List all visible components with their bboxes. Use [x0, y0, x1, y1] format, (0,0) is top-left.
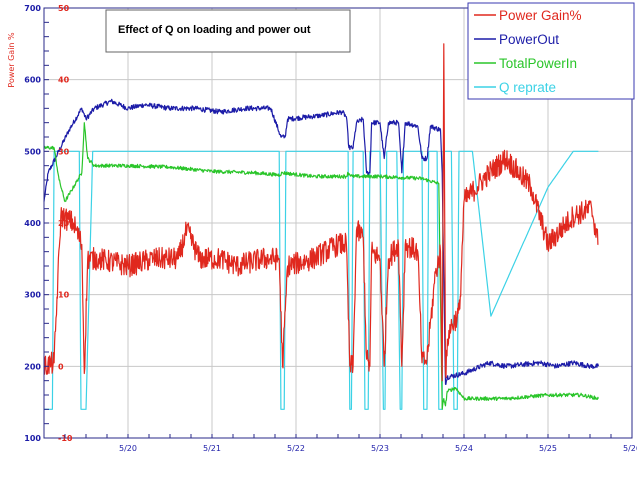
y-right-tick-label: -10 — [58, 434, 73, 443]
axes: 100 200 300 400 500 600 700 -10 0 10 20 30 40 50 5/20 5… — [24, 4, 637, 453]
legend: Power Gain% PowerOut TotalPowerIn Q reprate — [467, 2, 635, 100]
y-left-tick-label: 400 — [24, 219, 41, 228]
series-line-3 — [43, 150, 599, 410]
legend-frame — [467, 2, 635, 100]
y-right-tick-label: 20 — [58, 219, 70, 228]
title-box-frame — [105, 9, 351, 53]
y-axis-label: Power Gain % — [7, 32, 16, 88]
legend-label: Q reprate — [499, 80, 556, 95]
x-tick-label: 5/20 — [119, 444, 137, 453]
series-line-2 — [43, 122, 599, 410]
x-tick-label: 5/21 — [203, 444, 221, 453]
series-line-1 — [43, 98, 599, 385]
y-right-tick-label: 10 — [58, 291, 70, 300]
y-left-tick-label: 100 — [24, 434, 41, 443]
series-layer — [43, 43, 599, 410]
y-left-tick-label: 700 — [24, 4, 41, 13]
y-right-tick-label: 40 — [58, 76, 70, 85]
y-left-tick-label: 200 — [24, 362, 41, 371]
y-left-tick-label: 500 — [24, 147, 41, 156]
y-left-tick-label: 600 — [24, 76, 41, 85]
y-right-tick-label: 50 — [58, 4, 70, 13]
legend-label: Power Gain% — [499, 8, 582, 23]
legend-items: Power Gain% PowerOut TotalPowerIn Q reprate — [474, 8, 582, 95]
y-right-tick-label: 0 — [58, 362, 64, 371]
x-tick-label: 5/25 — [539, 444, 557, 453]
x-tick-label: 5/24 — [455, 444, 473, 453]
y-right-tick-label: 30 — [58, 147, 70, 156]
series-line-0 — [43, 43, 599, 382]
x-tick-label: 5/22 — [287, 444, 305, 453]
chart-title-box: Effect of Q on loading and power out — [105, 9, 351, 53]
y-left-tick-label: 300 — [24, 291, 41, 300]
x-tick-label: 5/26 — [623, 444, 637, 453]
x-tick-label: 5/23 — [371, 444, 389, 453]
chart-title: Effect of Q on loading and power out — [118, 24, 311, 36]
legend-label: PowerOut — [499, 32, 559, 47]
legend-label: TotalPowerIn — [499, 56, 577, 71]
